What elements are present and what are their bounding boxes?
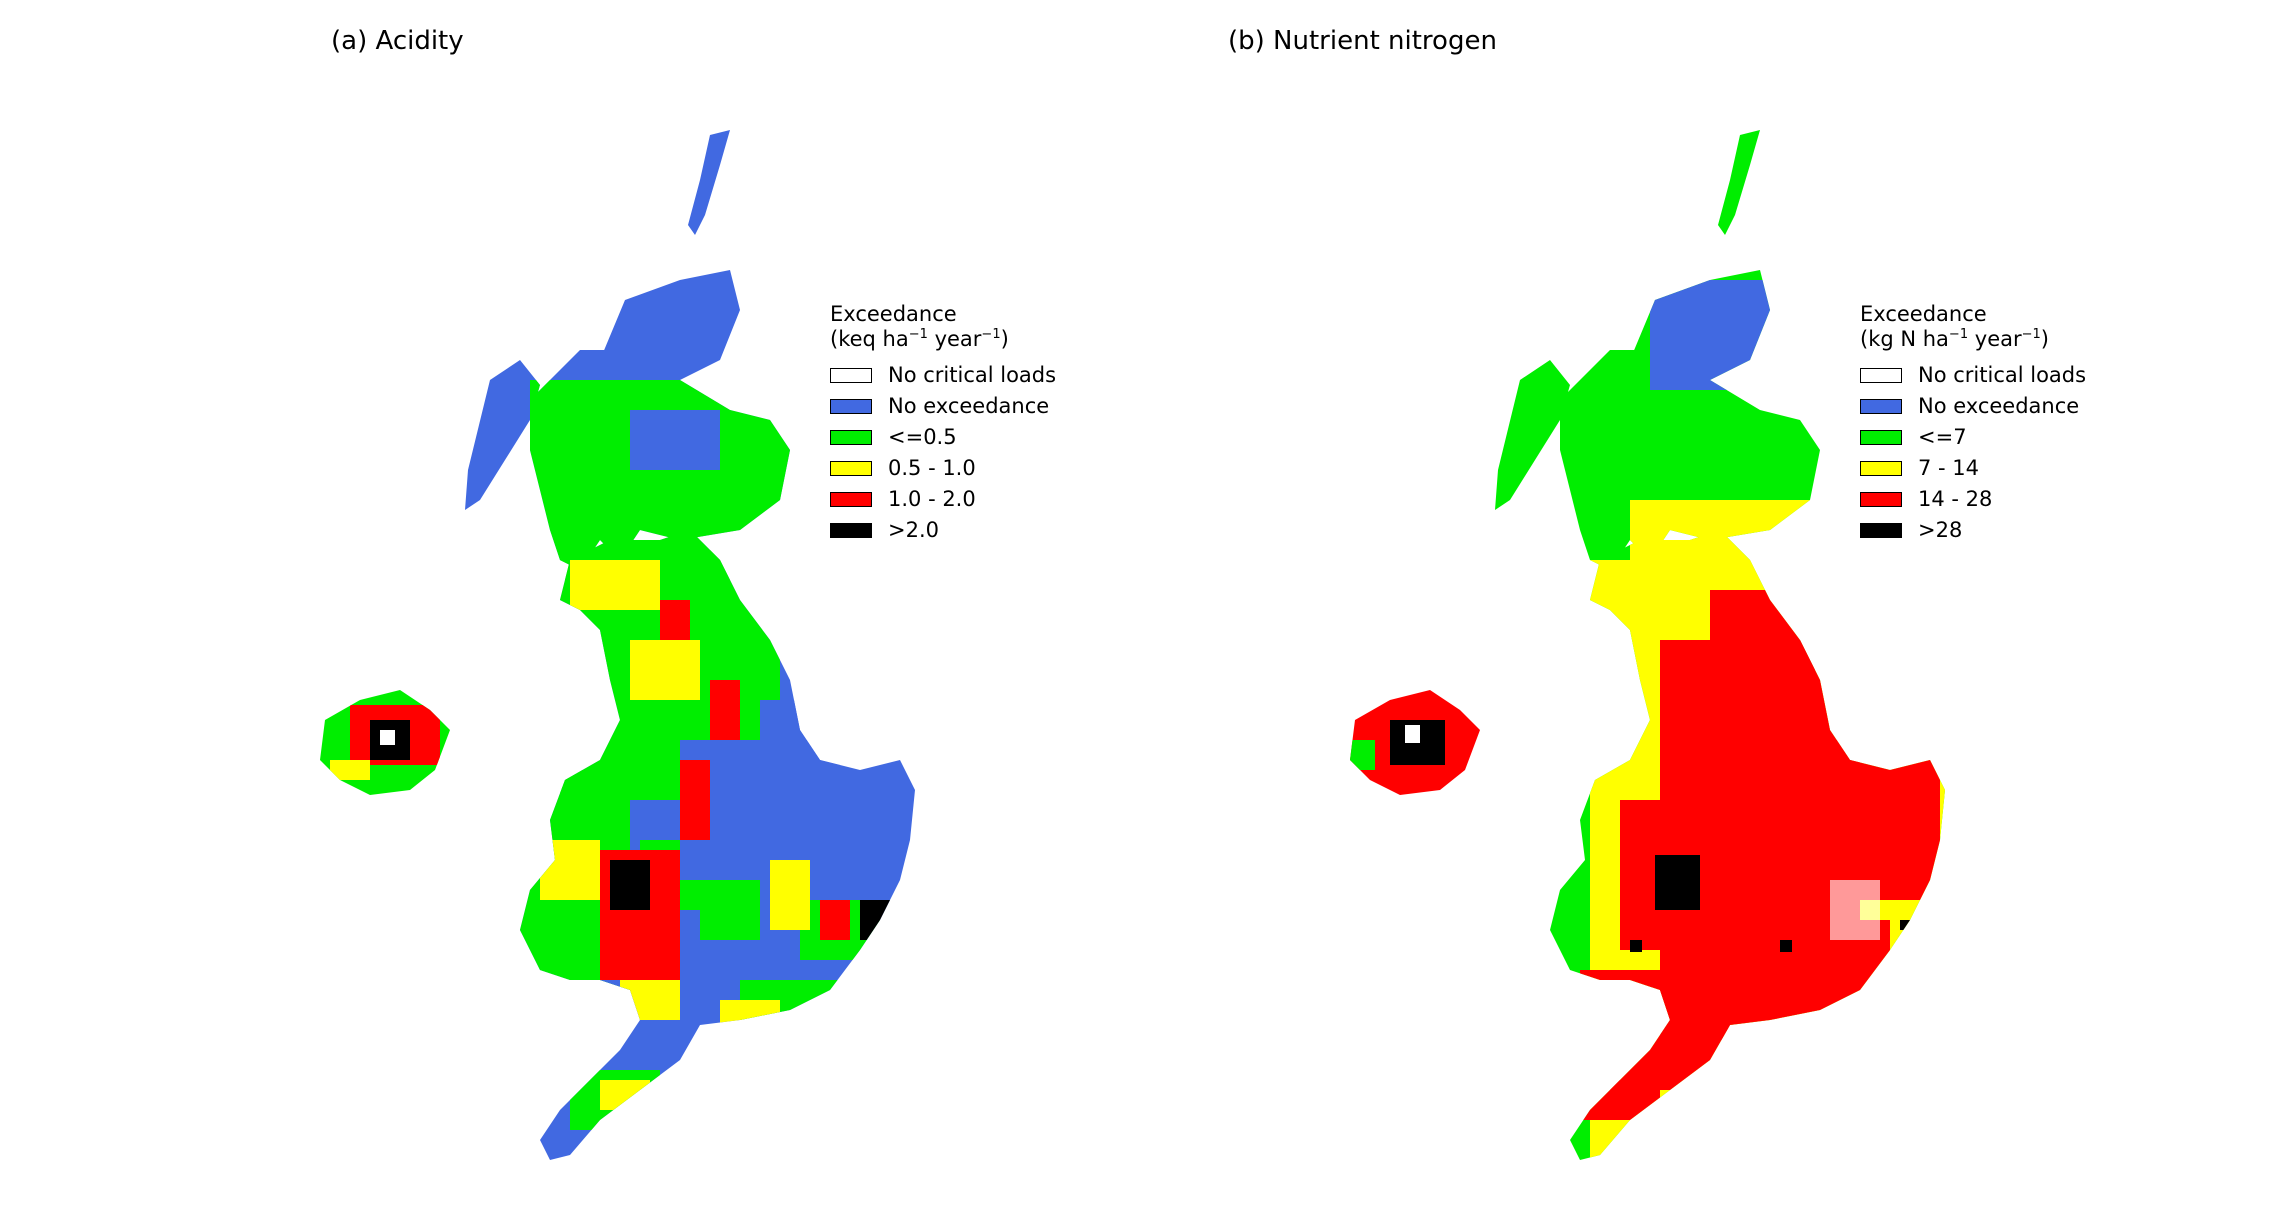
legend-label: <=0.5 bbox=[888, 425, 957, 449]
panel-a-title: (a) Acidity bbox=[331, 26, 464, 56]
legend-swatch bbox=[830, 399, 872, 414]
legend-label: 0.5 - 1.0 bbox=[888, 456, 976, 480]
legend-label: <=7 bbox=[1918, 425, 1967, 449]
legend-item: 1.0 - 2.0 bbox=[830, 484, 1056, 515]
legend-item: >2.0 bbox=[830, 515, 1056, 546]
legend-item: No exceedance bbox=[830, 391, 1056, 422]
legend-label: >28 bbox=[1918, 518, 1963, 542]
legend-item: 0.5 - 1.0 bbox=[830, 453, 1056, 484]
legend-label: No exceedance bbox=[888, 394, 1050, 418]
acidity-map bbox=[320, 130, 915, 1160]
legend-swatch bbox=[830, 492, 872, 507]
legend-item: >28 bbox=[1860, 515, 2086, 546]
very-high-exceedance-patches bbox=[610, 860, 890, 940]
legend-label: No exceedance bbox=[1918, 394, 2080, 418]
legend-swatch bbox=[1860, 523, 1902, 538]
legend-swatch bbox=[830, 368, 872, 383]
legend-label: No critical loads bbox=[1918, 363, 2087, 387]
legend-label: 1.0 - 2.0 bbox=[888, 487, 976, 511]
legend-label: No critical loads bbox=[888, 363, 1057, 387]
legend-label: 14 - 28 bbox=[1918, 487, 1993, 511]
legend-item: <=7 bbox=[1860, 422, 2086, 453]
legend-label: 7 - 14 bbox=[1918, 456, 1980, 480]
legend-title: Exceedance bbox=[830, 302, 957, 326]
legend-swatch bbox=[830, 523, 872, 538]
nutrient-nitrogen-map bbox=[1350, 130, 1945, 1160]
legend-swatch bbox=[830, 430, 872, 445]
legend-title: Exceedance bbox=[1860, 302, 1987, 326]
legend-swatch bbox=[830, 461, 872, 476]
legend-item: No critical loads bbox=[1860, 360, 2086, 391]
legend-swatch bbox=[1860, 430, 1902, 445]
legend-label: >2.0 bbox=[888, 518, 939, 542]
legend-item: 14 - 28 bbox=[1860, 484, 2086, 515]
legend-swatch bbox=[1860, 492, 1902, 507]
legend-item: No exceedance bbox=[1860, 391, 2086, 422]
legend-swatch bbox=[1860, 461, 1902, 476]
panel-b-legend: Exceedance (kg N ha−1 year−1) No critica… bbox=[1860, 302, 2086, 546]
legend-swatch bbox=[1860, 399, 1902, 414]
panel-b-title: (b) Nutrient nitrogen bbox=[1228, 26, 1497, 56]
legend-item: No critical loads bbox=[830, 360, 1056, 391]
legend-units: (keq ha−1 year−1) bbox=[830, 327, 1009, 351]
panel-a-legend: Exceedance (keq ha−1 year−1) No critical… bbox=[830, 302, 1056, 546]
legend-item: <=0.5 bbox=[830, 422, 1056, 453]
legend-units: (kg N ha−1 year−1) bbox=[1860, 327, 2049, 351]
legend-item: 7 - 14 bbox=[1860, 453, 2086, 484]
legend-swatch bbox=[1860, 368, 1902, 383]
